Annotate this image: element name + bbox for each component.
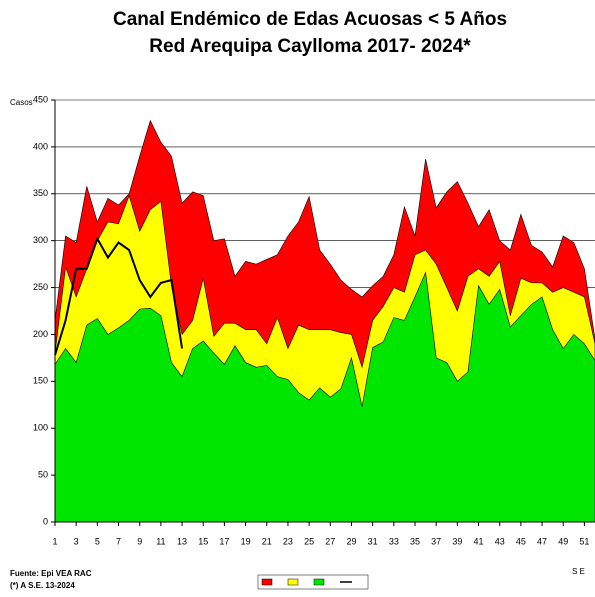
x-tick-label: 41 [474, 536, 484, 546]
x-tick-label: 35 [410, 536, 420, 546]
y-tick-label: 450 [33, 94, 48, 104]
y-tick-label: 250 [33, 282, 48, 292]
x-tick-label: 31 [368, 536, 378, 546]
line [54, 236, 184, 356]
y-tick-label: 100 [33, 423, 48, 433]
y-axis-label: Casos [10, 98, 33, 107]
chart-subtitle: Red Arequipa Caylloma 2017- 2024* [149, 36, 471, 57]
x-tick-label: 43 [495, 536, 505, 546]
x-tick-label: 37 [431, 536, 441, 546]
x-tick-label: 5 [95, 536, 100, 546]
x-axis-label: S E [572, 567, 585, 576]
x-tick-label: 27 [325, 536, 335, 546]
legend-swatch [313, 578, 325, 586]
x-tick-label: 9 [137, 536, 142, 546]
y-tick-label: 400 [33, 141, 48, 151]
x-tick-label: 29 [346, 536, 356, 546]
x-tick-label: 3 [74, 536, 79, 546]
y-tick-label: 350 [33, 188, 48, 198]
legend-box [257, 574, 369, 590]
area [54, 271, 595, 523]
x-tick-label: 25 [304, 536, 314, 546]
x-tick-label: 21 [262, 536, 272, 546]
x-tick-label: 47 [537, 536, 547, 546]
x-tick-label: 39 [452, 536, 462, 546]
x-tick-label: 11 [156, 536, 165, 546]
y-tick-label: 150 [33, 376, 48, 386]
y-tick-label: 50 [38, 469, 48, 479]
note: Fuente: Epi VEA RAC [10, 569, 92, 578]
note: (*) A S.E. 13-2024 [10, 581, 75, 590]
y-tick-label: 300 [33, 235, 48, 245]
x-tick-label: 1 [52, 536, 57, 546]
x-tick-label: 45 [516, 536, 526, 546]
x-tick-label: 49 [558, 536, 568, 546]
y-tick-label: 0 [43, 516, 48, 526]
x-tick-label: 7 [116, 536, 121, 546]
y-tick-label: 200 [33, 329, 48, 339]
x-tick-label: 23 [283, 536, 293, 546]
x-tick-label: 13 [177, 536, 187, 546]
legend-swatch [287, 578, 299, 586]
legend-swatch [261, 578, 273, 586]
x-tick-label: 51 [579, 536, 589, 546]
x-tick-label: 17 [219, 536, 229, 546]
x-tick-label: 19 [241, 536, 251, 546]
x-tick-label: 33 [389, 536, 399, 546]
chart-title: Canal Endémico de Edas Acuosas < 5 Años [113, 9, 507, 30]
x-tick-label: 15 [198, 536, 208, 546]
